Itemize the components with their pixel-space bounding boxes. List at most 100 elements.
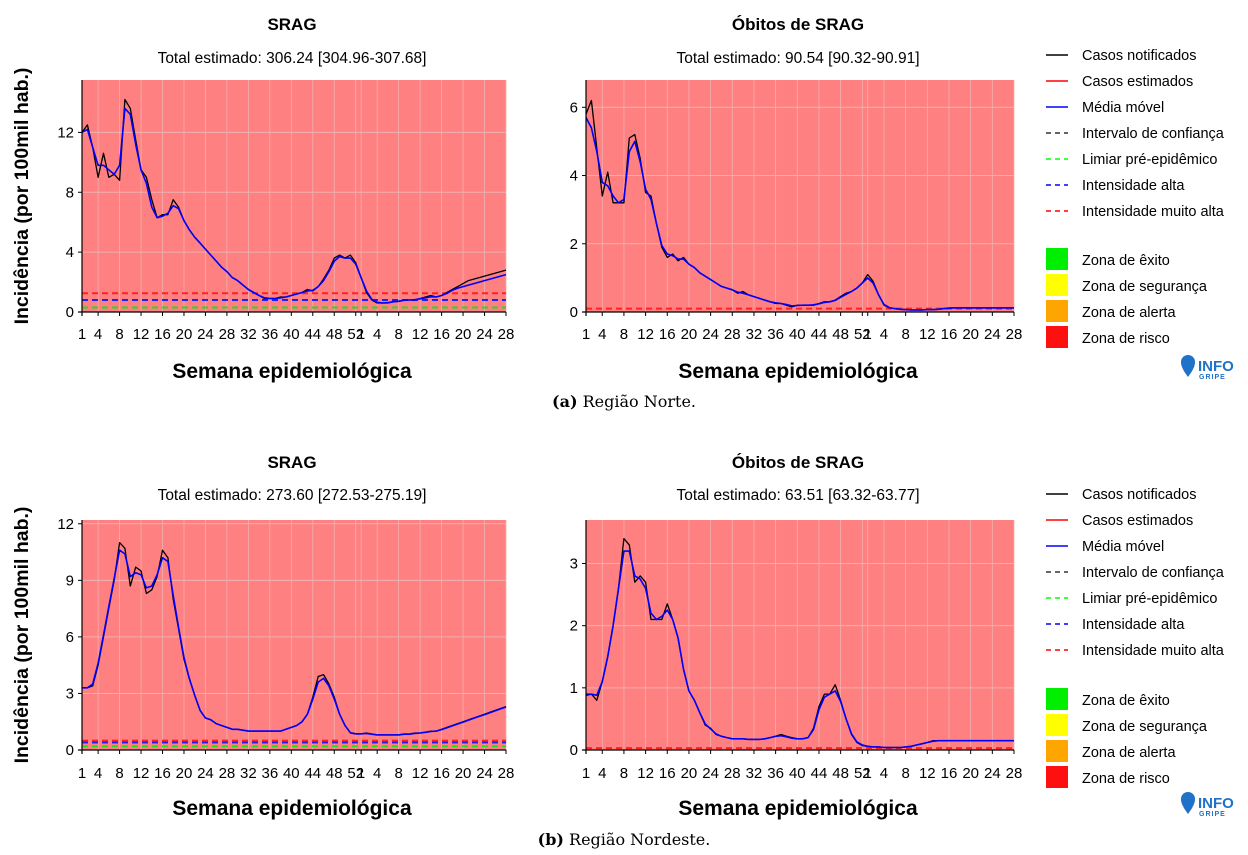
x-tick-label: 36 (262, 326, 279, 343)
x-tick-label: 40 (789, 326, 806, 343)
legend-2: Casos notificados Casos estimados Média mó… (1046, 487, 1234, 818)
x-tick-label: 1 (582, 326, 590, 343)
x-tick-label: 8 (115, 765, 123, 782)
caption-text: Região Nordeste. (564, 830, 710, 849)
x-tick-label: 44 (304, 765, 321, 782)
risk-zone-background (82, 80, 506, 312)
x-tick-label: 16 (941, 326, 958, 343)
x-tick-label: 52 (854, 765, 871, 782)
x-tick-label: 16 (433, 326, 450, 343)
x-tick-label: 24 (702, 326, 719, 343)
x-tick-label: 12 (133, 326, 150, 343)
legend-zone-swatch (1046, 714, 1068, 736)
legend-label: Intensidade muito alta (1082, 643, 1225, 659)
x-tick-label: 1 (357, 326, 365, 343)
x-tick-label: 28 (1006, 765, 1023, 782)
x-tick-label: 32 (240, 765, 257, 782)
x-tick-label: 1 (357, 765, 365, 782)
x-tick-label: 16 (941, 765, 958, 782)
legend-label: Casos estimados (1082, 513, 1193, 529)
figure-caption: (a) Região Norte. (552, 392, 696, 411)
x-tick-label: 20 (681, 326, 698, 343)
x-tick-label: 52 (854, 326, 871, 343)
x-tick-label: 48 (326, 765, 343, 782)
x-tick-label: 36 (767, 326, 784, 343)
y-tick-label: 6 (570, 99, 578, 116)
x-tick-label: 36 (262, 765, 279, 782)
legend-label: Zona de segurança (1082, 279, 1208, 295)
x-tick-label: 20 (176, 765, 193, 782)
x-axis-label: Semana epidemiológica (172, 797, 412, 820)
logo-subtext: GRIPE (1199, 811, 1226, 818)
x-tick-label: 16 (433, 765, 450, 782)
legend-label: Zona de êxito (1082, 693, 1170, 709)
x-tick-label: 40 (789, 765, 806, 782)
x-tick-label: 12 (637, 326, 654, 343)
legend-label: Zona de risco (1082, 771, 1170, 787)
x-tick-label: 1 (582, 765, 590, 782)
legend-zone-swatch (1046, 766, 1068, 788)
x-tick-label: 44 (811, 765, 828, 782)
x-tick-label: 24 (476, 765, 493, 782)
x-tick-label: 16 (659, 326, 676, 343)
series-line (585, 117, 1014, 311)
y-tick-label: 12 (57, 516, 74, 533)
chart-subtitle: Total estimado: 63.51 [63.32-63.77] (677, 487, 920, 504)
legend-label: Média móvel (1082, 539, 1164, 555)
x-tick-label: 20 (455, 326, 472, 343)
chart-subtitle: Total estimado: 273.60 [272.53-275.19] (158, 487, 427, 504)
legend-zone-swatch (1046, 274, 1068, 296)
y-tick-label: 4 (66, 244, 74, 261)
y-tick-label: 3 (570, 556, 578, 573)
y-axis-label: Incidência (por 100mil hab.) (11, 507, 33, 764)
y-axis-label: Incidência (por 100mil hab.) (11, 68, 33, 325)
x-axis-label: Semana epidemiológica (172, 360, 412, 383)
x-tick-label: 28 (724, 765, 741, 782)
legend-label: Casos notificados (1082, 48, 1196, 64)
x-axis-label: Semana epidemiológica (678, 360, 918, 383)
caption-label: (a) (552, 392, 578, 411)
x-axis-label: Semana epidemiológica (678, 797, 918, 820)
legend-label: Zona de risco (1082, 331, 1170, 347)
y-tick-label: 2 (570, 236, 578, 253)
chart-title: SRAG (267, 15, 316, 34)
y-tick-label: 0 (570, 304, 578, 321)
logo-text: INFO (1198, 795, 1234, 812)
legend-label: Intensidade alta (1082, 178, 1185, 194)
y-tick-label: 9 (66, 572, 74, 589)
series-line (585, 550, 1014, 749)
x-tick-label: 8 (394, 765, 402, 782)
x-tick-label: 16 (154, 326, 171, 343)
x-tick-label: 4 (94, 765, 102, 782)
logo-pin-icon (1181, 355, 1195, 377)
y-tick-label: 2 (570, 618, 578, 635)
y-tick-label: 0 (570, 742, 578, 759)
x-tick-label: 24 (476, 326, 493, 343)
legend-label: Média móvel (1082, 100, 1164, 116)
legend-label: Zona de alerta (1082, 305, 1176, 321)
x-tick-label: 12 (919, 765, 936, 782)
x-tick-label: 28 (498, 326, 515, 343)
x-tick-label: 16 (154, 765, 171, 782)
y-tick-label: 1 (570, 680, 578, 697)
x-tick-label: 48 (832, 326, 849, 343)
x-tick-label: 24 (197, 765, 214, 782)
x-tick-label: 8 (620, 326, 628, 343)
x-tick-label: 52 (347, 765, 364, 782)
x-tick-label: 36 (767, 765, 784, 782)
x-tick-label: 4 (373, 765, 381, 782)
legend-label: Intervalo de confiança (1082, 565, 1225, 581)
x-tick-label: 4 (880, 326, 888, 343)
x-tick-label: 24 (984, 326, 1001, 343)
x-tick-label: 28 (219, 765, 236, 782)
x-tick-label: 28 (219, 326, 236, 343)
chart-title: SRAG (267, 453, 316, 472)
x-tick-label: 32 (240, 326, 257, 343)
x-tick-label: 28 (724, 326, 741, 343)
x-tick-label: 24 (984, 765, 1001, 782)
